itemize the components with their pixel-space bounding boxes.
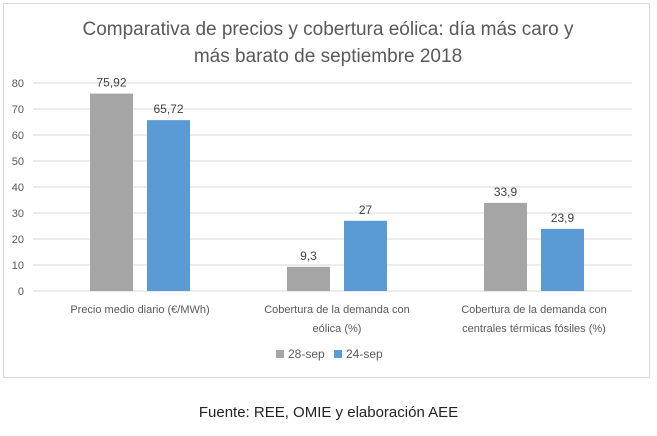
legend-swatch-24-sep bbox=[334, 350, 342, 358]
data-label: 33,9 bbox=[494, 185, 518, 199]
y-tick-label: 40 bbox=[12, 182, 24, 194]
legend-label: 28-sep bbox=[288, 347, 325, 361]
y-tick-label: 0 bbox=[18, 286, 24, 298]
y-tick-label: 80 bbox=[12, 78, 24, 90]
bar-28-sep-2 bbox=[484, 202, 527, 291]
x-category-label: centrales térmicas fósiles (%) bbox=[462, 323, 606, 335]
bar-24-sep-0 bbox=[147, 120, 190, 292]
data-label: 27 bbox=[359, 203, 373, 217]
data-label: 65,72 bbox=[153, 102, 183, 116]
data-label: 75,92 bbox=[96, 76, 126, 90]
y-tick-label: 50 bbox=[12, 156, 24, 168]
bar-24-sep-2 bbox=[541, 228, 584, 291]
y-tick-label: 60 bbox=[12, 130, 24, 142]
chart-frame bbox=[3, 3, 650, 378]
x-category-label: Cobertura de la demanda con bbox=[461, 304, 607, 316]
chart-title: más barato de septiembre 2018 bbox=[194, 46, 462, 67]
y-tick-label: 70 bbox=[12, 104, 24, 116]
y-tick-label: 10 bbox=[12, 260, 24, 272]
x-category-label: eólica (%) bbox=[313, 323, 362, 335]
legend-label: 24-sep bbox=[346, 347, 383, 361]
bar-chart: Comparativa de precios y cobertura eólic… bbox=[12, 19, 632, 361]
chart-title: Comparativa de precios y cobertura eólic… bbox=[82, 19, 574, 40]
x-category-label: Cobertura de la demanda con bbox=[264, 304, 410, 316]
data-label: 9,3 bbox=[300, 249, 317, 263]
legend-swatch-28-sep bbox=[276, 350, 284, 358]
x-category-label: Precio medio diario (€/MWh) bbox=[70, 304, 209, 316]
bar-28-sep-1 bbox=[287, 266, 330, 291]
y-tick-label: 30 bbox=[12, 208, 24, 220]
source-caption: Fuente: REE, OMIE y elaboración AEE bbox=[198, 404, 459, 421]
bar-24-sep-1 bbox=[344, 220, 387, 291]
y-tick-label: 20 bbox=[12, 234, 24, 246]
data-label: 23,9 bbox=[551, 211, 575, 225]
bar-28-sep-0 bbox=[90, 93, 133, 291]
